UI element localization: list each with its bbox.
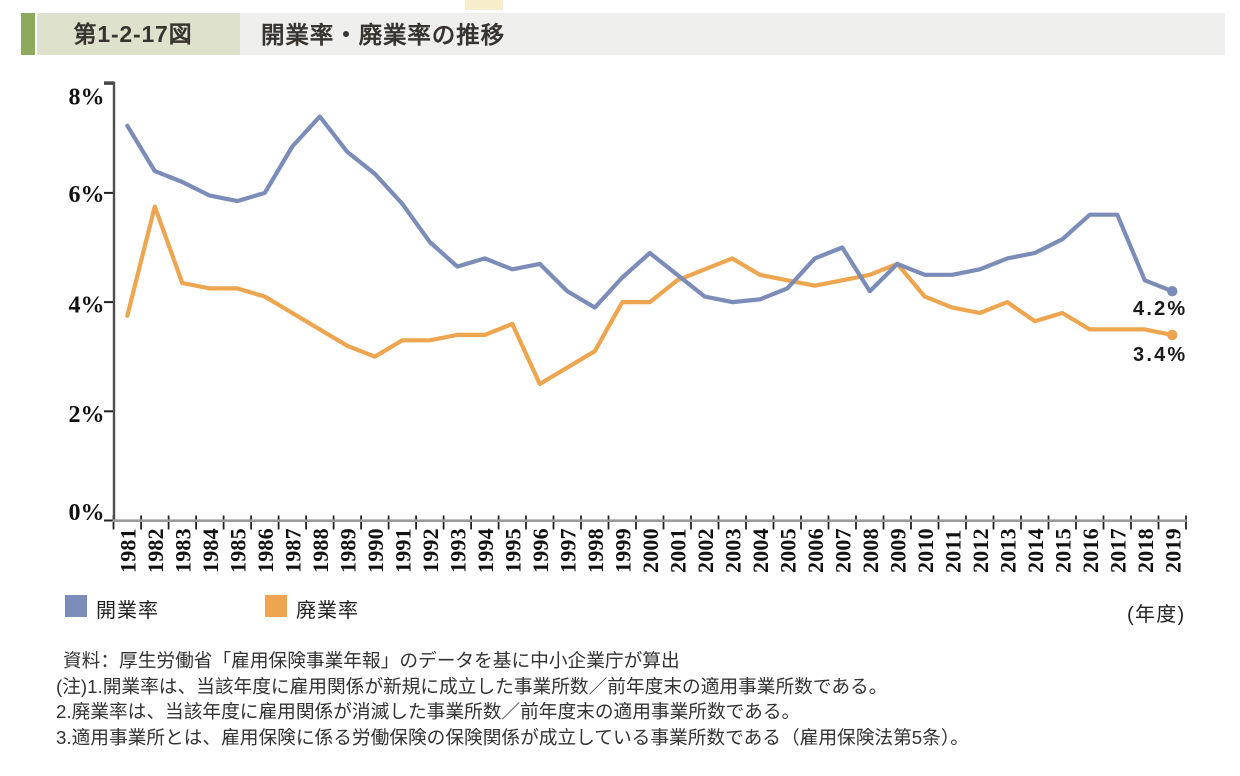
svg-text:2019: 2019 xyxy=(1160,528,1185,573)
svg-text:2010: 2010 xyxy=(913,528,938,573)
svg-text:0%: 0% xyxy=(69,500,105,526)
svg-text:2011: 2011 xyxy=(940,529,965,573)
svg-text:1995: 1995 xyxy=(500,528,525,573)
svg-text:2016: 2016 xyxy=(1078,528,1103,573)
svg-text:1981: 1981 xyxy=(115,528,140,573)
svg-text:2003: 2003 xyxy=(720,528,745,573)
svg-text:1997: 1997 xyxy=(555,528,580,573)
svg-text:2007: 2007 xyxy=(830,528,855,573)
svg-text:1993: 1993 xyxy=(445,528,470,573)
svg-text:1989: 1989 xyxy=(335,528,360,573)
svg-text:2017: 2017 xyxy=(1105,528,1130,573)
svg-text:1990: 1990 xyxy=(363,528,388,573)
svg-text:1999: 1999 xyxy=(610,528,635,573)
svg-text:2015: 2015 xyxy=(1050,528,1075,573)
svg-text:2004: 2004 xyxy=(748,528,773,573)
svg-text:2006: 2006 xyxy=(803,528,828,573)
svg-text:8%: 8% xyxy=(69,84,105,110)
svg-text:1986: 1986 xyxy=(253,528,278,573)
svg-text:2009: 2009 xyxy=(885,528,910,573)
svg-text:2018: 2018 xyxy=(1133,528,1158,573)
svg-text:1987: 1987 xyxy=(280,528,305,573)
svg-text:2012: 2012 xyxy=(968,528,993,573)
svg-text:1988: 1988 xyxy=(308,528,333,573)
svg-text:6%: 6% xyxy=(69,182,105,208)
svg-text:1998: 1998 xyxy=(583,528,608,573)
svg-text:2000: 2000 xyxy=(638,528,663,573)
svg-text:1992: 1992 xyxy=(418,528,443,573)
svg-text:1996: 1996 xyxy=(528,528,553,573)
svg-text:1983: 1983 xyxy=(170,528,195,573)
svg-text:2002: 2002 xyxy=(693,528,718,573)
svg-text:2013: 2013 xyxy=(995,528,1020,573)
svg-text:4%: 4% xyxy=(69,292,105,318)
svg-text:2005: 2005 xyxy=(775,528,800,573)
svg-text:1984: 1984 xyxy=(198,528,223,573)
svg-text:1994: 1994 xyxy=(473,528,498,573)
svg-text:2%: 2% xyxy=(69,402,105,428)
svg-text:1982: 1982 xyxy=(143,528,168,573)
svg-text:3.4%: 3.4% xyxy=(1133,344,1187,366)
svg-text:2008: 2008 xyxy=(858,528,883,573)
svg-text:1991: 1991 xyxy=(390,528,415,573)
svg-text:4.2%: 4.2% xyxy=(1133,298,1187,320)
svg-text:1985: 1985 xyxy=(225,528,250,573)
svg-text:2001: 2001 xyxy=(665,528,690,573)
svg-text:2014: 2014 xyxy=(1023,528,1048,573)
